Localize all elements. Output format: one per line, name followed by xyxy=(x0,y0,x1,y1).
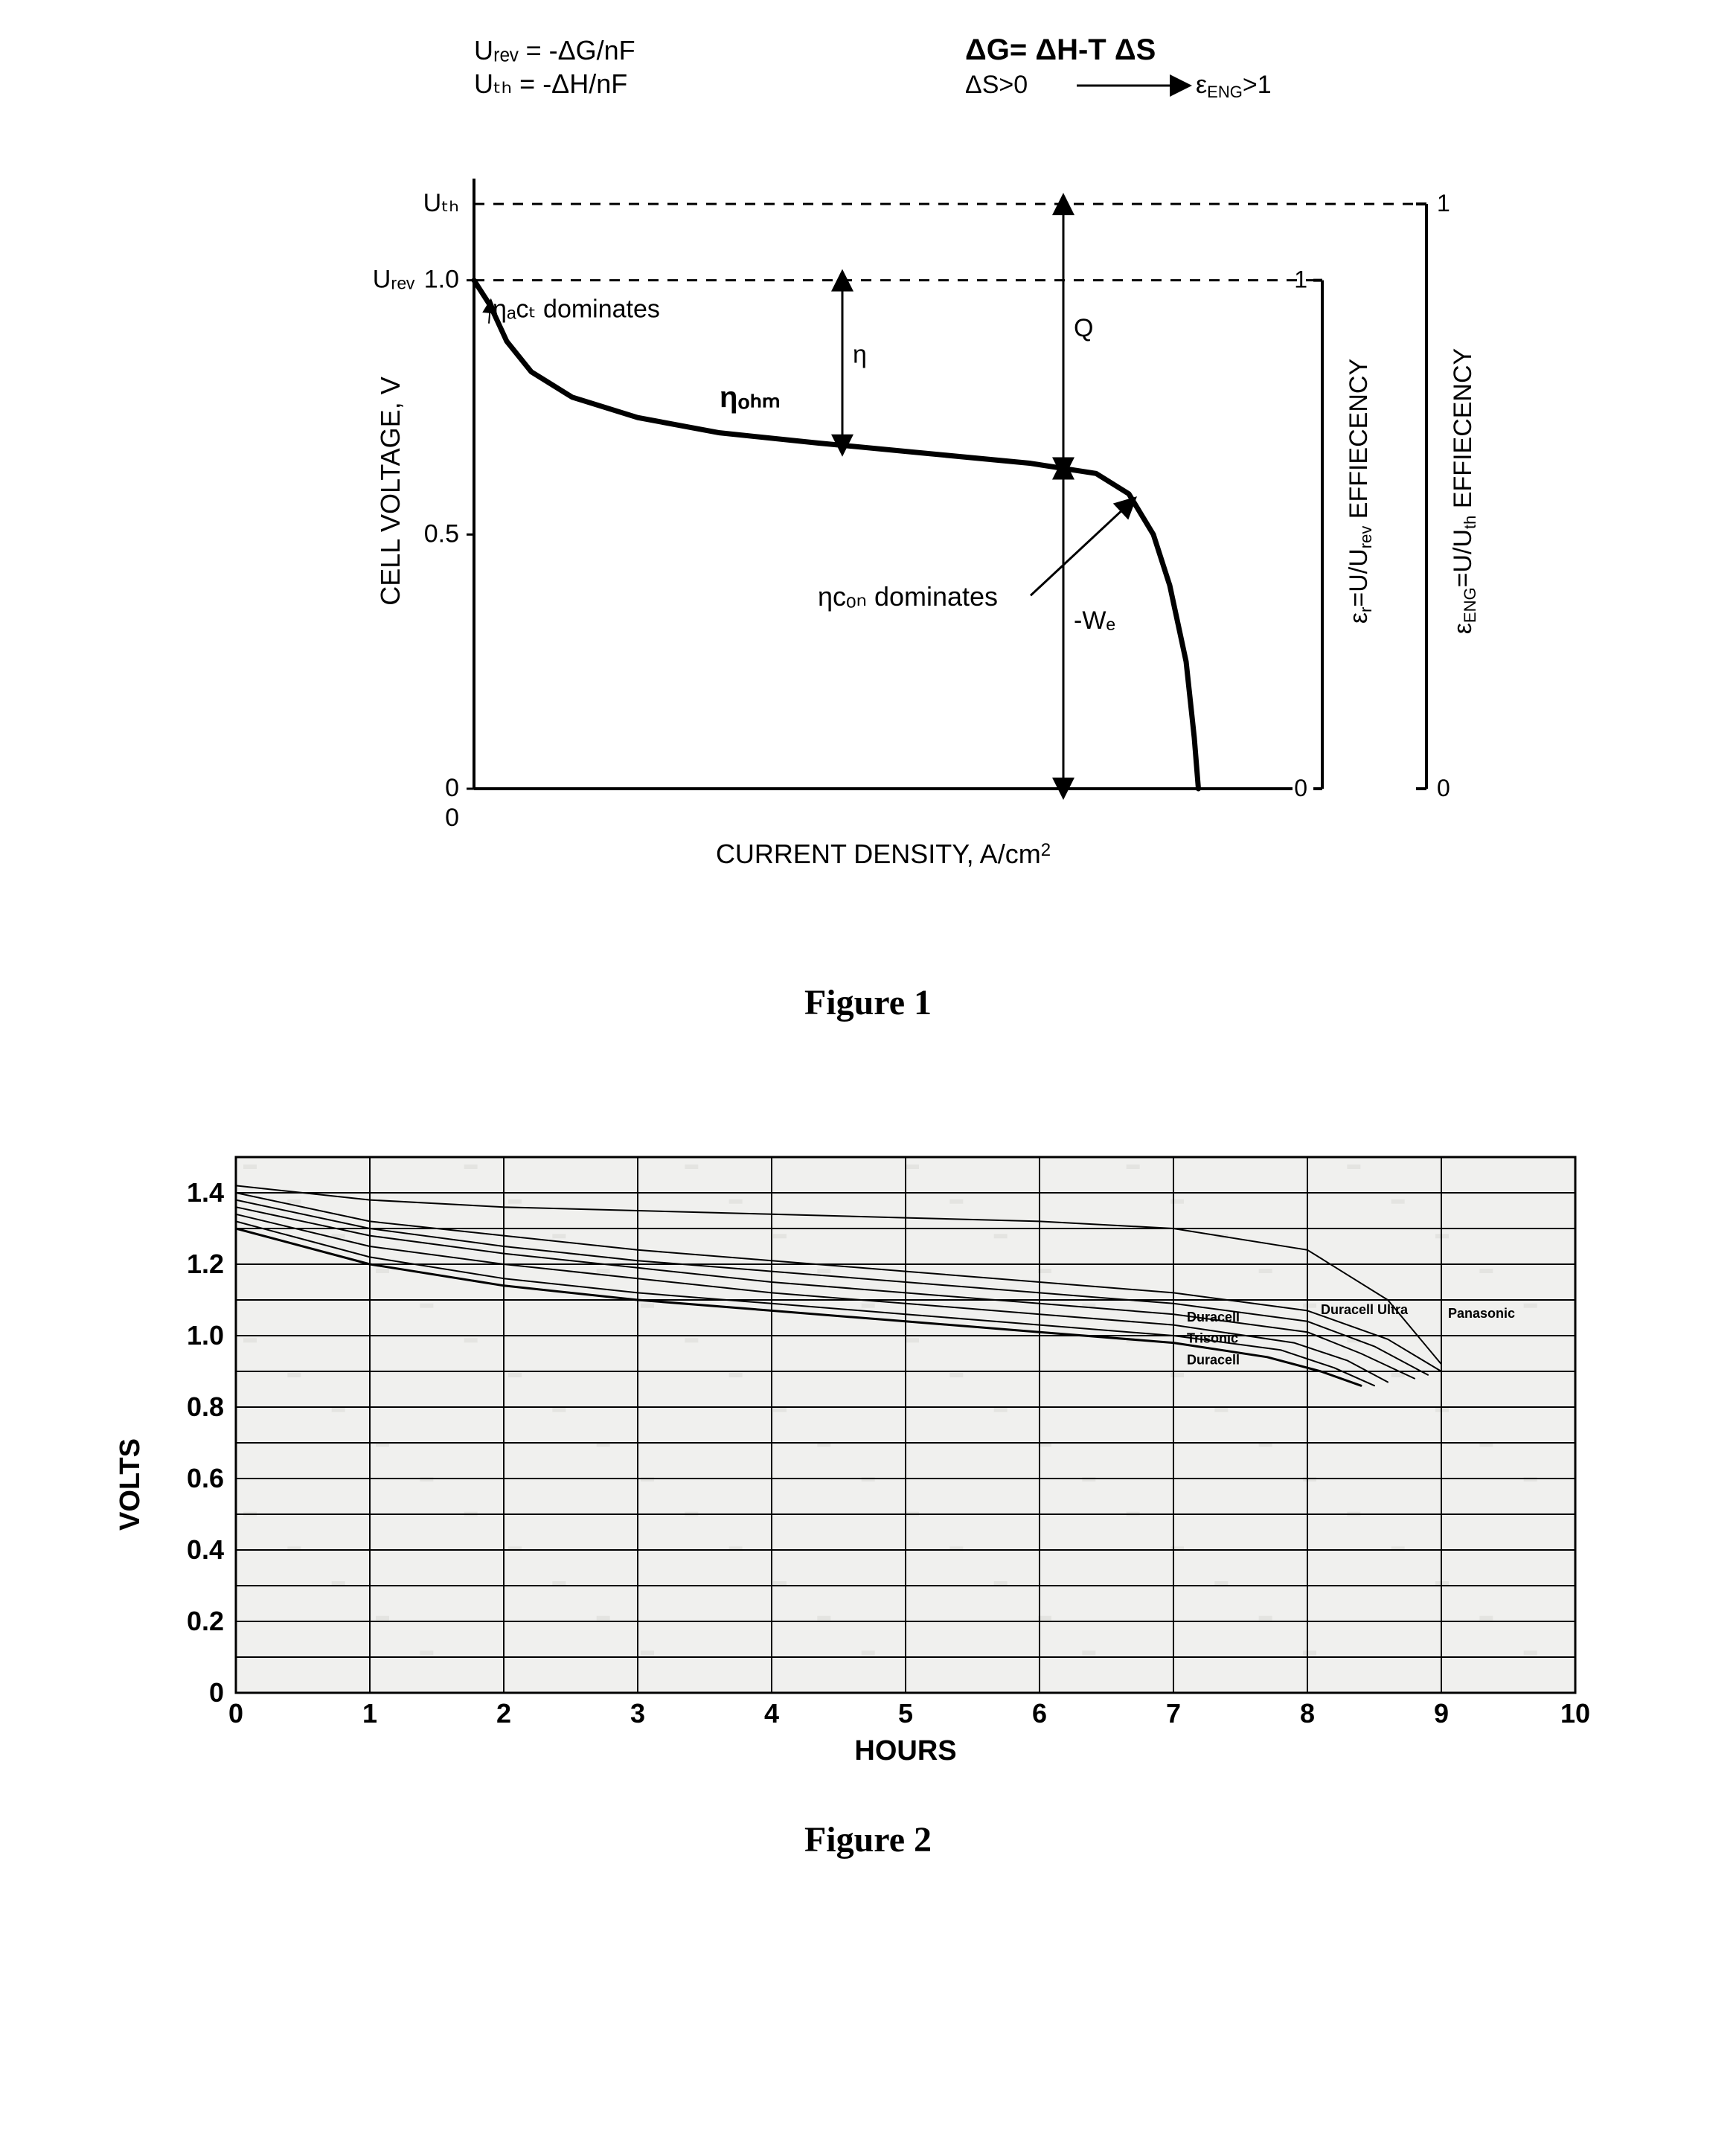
svg-text:ηₐcₜ dominates: ηₐcₜ dominates xyxy=(493,295,660,324)
svg-text:0.6: 0.6 xyxy=(186,1463,223,1493)
svg-text:Panasonic: Panasonic xyxy=(1448,1306,1515,1321)
svg-text:0: 0 xyxy=(228,1698,243,1729)
svg-text:7: 7 xyxy=(1165,1698,1180,1729)
svg-text:10: 10 xyxy=(1560,1698,1589,1729)
svg-text:Uᵣₑᵥ: Uᵣₑᵥ xyxy=(372,266,414,294)
svg-text:η: η xyxy=(853,341,867,369)
svg-text:0: 0 xyxy=(445,774,459,802)
eq-eng: εENG>1 xyxy=(1196,71,1272,101)
svg-text:1: 1 xyxy=(362,1698,377,1729)
svg-text:Duracell: Duracell xyxy=(1187,1352,1240,1367)
eq-ds: ΔS>0 xyxy=(965,71,1028,99)
f2-xlabel: HOURS xyxy=(854,1735,956,1766)
svg-text:5: 5 xyxy=(897,1698,912,1729)
f2-ylabel: VOLTS xyxy=(115,1438,146,1531)
eq-urev: Uᵣₑᵥ = -ΔG/nF xyxy=(474,35,635,65)
svg-text:9: 9 xyxy=(1433,1698,1448,1729)
svg-text:3: 3 xyxy=(630,1698,644,1729)
svg-text:6: 6 xyxy=(1031,1698,1046,1729)
svg-text:0: 0 xyxy=(445,804,459,832)
svg-text:1.2: 1.2 xyxy=(186,1249,223,1279)
eq-uth: Uₜₕ = -ΔH/nF xyxy=(474,68,627,99)
svg-text:0.5: 0.5 xyxy=(423,519,458,548)
svg-text:1.0: 1.0 xyxy=(186,1320,223,1351)
svg-text:0.4: 0.4 xyxy=(186,1534,223,1565)
figure-1-svg: Uᵣₑᵥ = -ΔG/nF Uₜₕ = -ΔH/nF ΔG= ΔH-T ΔS Δ… xyxy=(161,30,1575,960)
svg-text:1: 1 xyxy=(1437,190,1450,217)
svg-text:0.8: 0.8 xyxy=(186,1391,223,1422)
svg-text:8: 8 xyxy=(1299,1698,1314,1729)
svg-text:ηₒₕₘ: ηₒₕₘ xyxy=(720,381,781,414)
svg-text:2: 2 xyxy=(496,1698,510,1729)
f1-xlabel: CURRENT DENSITY, A/cm2 xyxy=(715,839,1050,869)
svg-text:0: 0 xyxy=(1294,775,1307,801)
svg-text:-Wₑ: -Wₑ xyxy=(1074,606,1115,635)
svg-text:Trisonic: Trisonic xyxy=(1187,1331,1238,1346)
svg-text:Duracell Ultra: Duracell Ultra xyxy=(1321,1302,1409,1317)
figure-2-caption: Figure 2 xyxy=(30,1819,1706,1860)
figure-2-svg: 0 1 2 3 4 5 6 7 8 9 10 0 0.2 0.4 0.6 0.8 1.0 1.2 1.4 Durace… xyxy=(50,1112,1687,1797)
figure-2: 0 1 2 3 4 5 6 7 8 9 10 0 0.2 0.4 0.6 0.8 1.0 1.2 1.4 Durace… xyxy=(30,1112,1706,1860)
svg-text:Q: Q xyxy=(1074,314,1093,342)
svg-text:1.0: 1.0 xyxy=(423,266,458,294)
svg-text:Uₜₕ: Uₜₕ xyxy=(423,189,458,217)
eq-dg: ΔG= ΔH-T ΔS xyxy=(965,33,1156,66)
svg-text:Duracell: Duracell xyxy=(1187,1310,1240,1324)
svg-text:0: 0 xyxy=(1437,775,1450,801)
svg-text:1.4: 1.4 xyxy=(186,1177,223,1208)
svg-text:0.2: 0.2 xyxy=(186,1606,223,1636)
f1-ylabel: CELL VOLTAGE, V xyxy=(375,377,406,605)
f1-right2-label: εENG=U/Uth EFFIECENCY xyxy=(1449,348,1479,634)
svg-text:ηcₒₙ dominates: ηcₒₙ dominates xyxy=(818,581,998,612)
svg-text:0: 0 xyxy=(208,1677,223,1708)
f1-right1-label: εr=U/Urev EFFIECENCY xyxy=(1345,359,1375,624)
figure-1: Uᵣₑᵥ = -ΔG/nF Uₜₕ = -ΔH/nF ΔG= ΔH-T ΔS Δ… xyxy=(30,30,1706,1023)
svg-text:4: 4 xyxy=(763,1698,778,1729)
figure-1-caption: Figure 1 xyxy=(30,982,1706,1023)
